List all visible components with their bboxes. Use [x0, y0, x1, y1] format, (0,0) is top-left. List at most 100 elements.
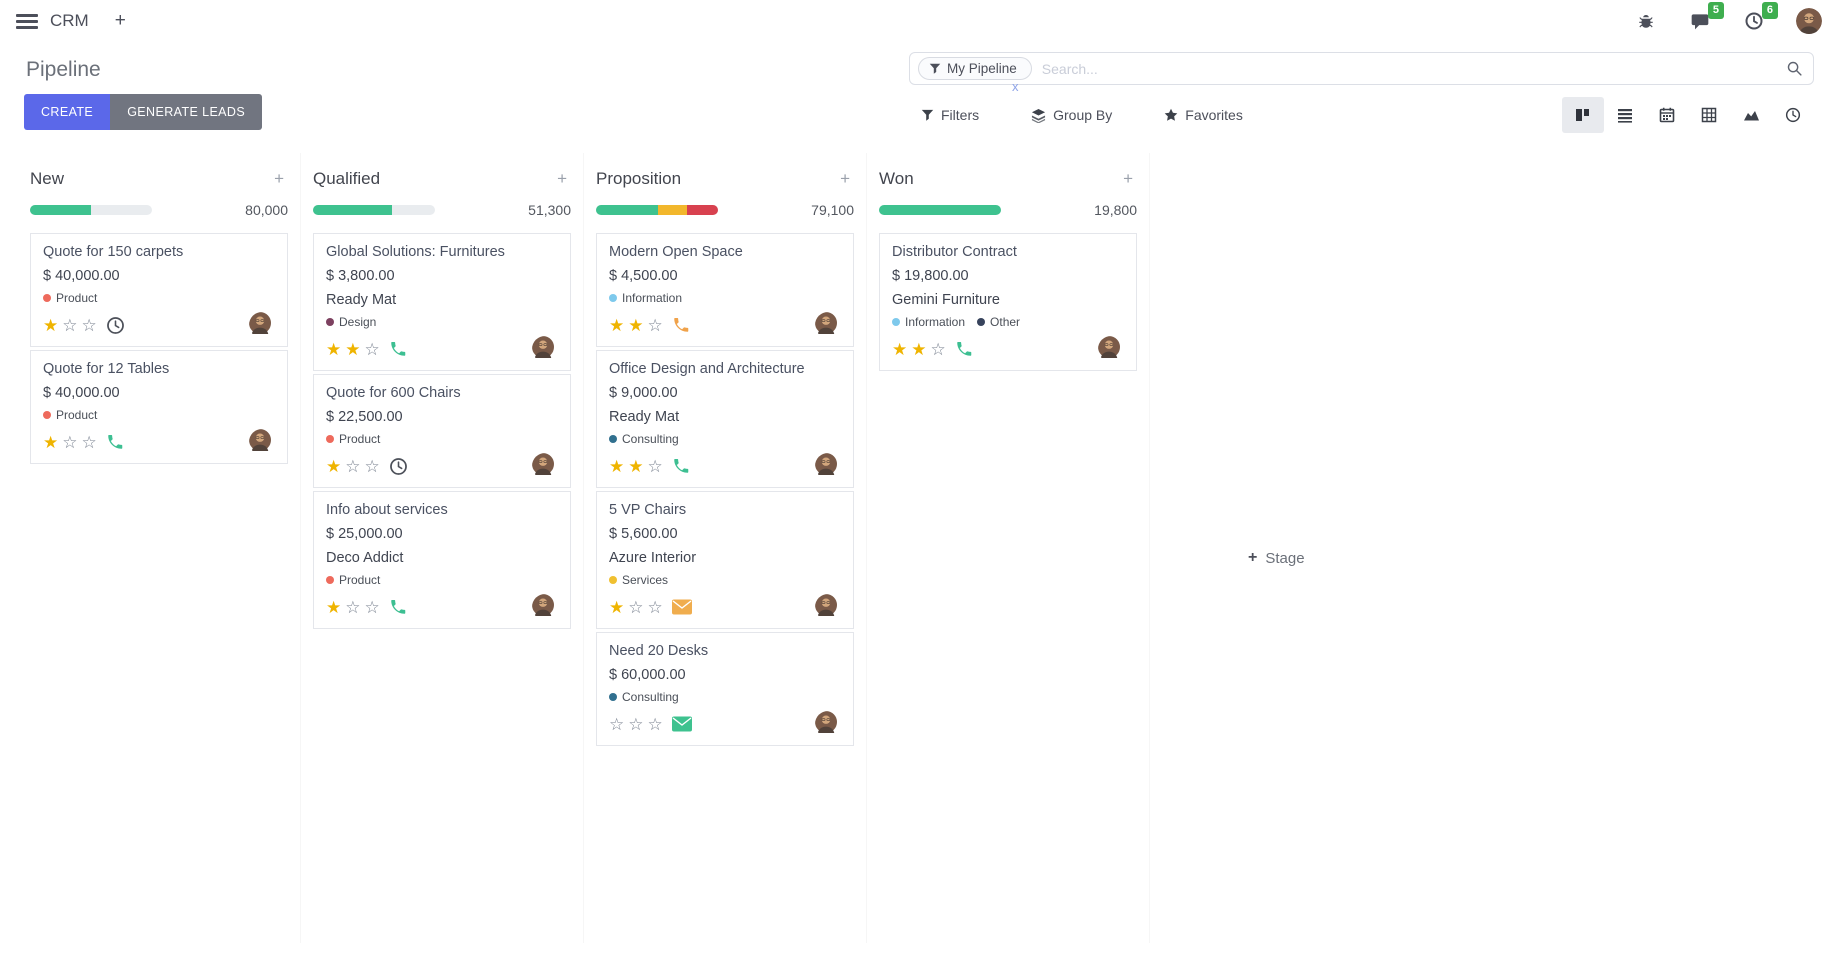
star-filled-icon[interactable]: ★: [609, 456, 625, 476]
opportunity-card[interactable]: 5 VP Chairs $ 5,600.00 Azure Interior Se…: [596, 491, 854, 629]
column-progressbar[interactable]: [313, 205, 435, 215]
add-stage-button[interactable]: + Stage: [1248, 153, 1305, 943]
star-filled-icon[interactable]: ★: [628, 456, 644, 476]
view-calendar-button[interactable]: [1646, 97, 1688, 133]
phone-activity-icon[interactable]: [672, 457, 690, 475]
star-empty-icon[interactable]: ☆: [647, 456, 663, 476]
star-empty-icon[interactable]: ☆: [628, 714, 644, 734]
column-quick-add-icon[interactable]: +: [1123, 169, 1133, 188]
card-salesperson-avatar[interactable]: [815, 594, 841, 620]
column-progressbar[interactable]: [596, 205, 718, 215]
star-empty-icon[interactable]: ☆: [81, 432, 97, 452]
phone-activity-icon[interactable]: [955, 340, 973, 358]
star-empty-icon[interactable]: ☆: [628, 597, 644, 617]
clock-activity-icon[interactable]: [389, 457, 408, 476]
card-salesperson-avatar[interactable]: [532, 453, 558, 479]
user-avatar[interactable]: [1796, 8, 1822, 34]
star-filled-icon[interactable]: ★: [326, 339, 342, 359]
star-filled-icon[interactable]: ★: [911, 339, 927, 359]
generate-leads-button[interactable]: GENERATE LEADS: [110, 94, 263, 130]
card-salesperson-avatar[interactable]: [1098, 336, 1124, 362]
clock-activity-icon[interactable]: [106, 316, 125, 335]
card-priority-stars[interactable]: ★ ☆ ☆: [43, 317, 97, 334]
debug-bug-icon[interactable]: [1634, 9, 1658, 33]
star-filled-icon[interactable]: ★: [43, 432, 59, 452]
card-priority-stars[interactable]: ★ ★ ☆: [892, 341, 946, 358]
card-priority-stars[interactable]: ★ ★ ☆: [609, 458, 663, 475]
phone-activity-icon[interactable]: [389, 598, 407, 616]
star-empty-icon[interactable]: ☆: [647, 714, 663, 734]
messages-icon[interactable]: 5: [1688, 2, 1724, 33]
view-graph-button[interactable]: [1730, 97, 1772, 133]
progress-segment[interactable]: [879, 205, 1001, 215]
star-filled-icon[interactable]: ★: [326, 597, 342, 617]
opportunity-card[interactable]: Office Design and Architecture $ 9,000.0…: [596, 350, 854, 488]
card-priority-stars[interactable]: ★ ☆ ☆: [43, 434, 97, 451]
star-filled-icon[interactable]: ★: [345, 339, 361, 359]
star-empty-icon[interactable]: ☆: [62, 432, 78, 452]
card-priority-stars[interactable]: ★ ☆ ☆: [326, 599, 380, 616]
opportunity-card[interactable]: Modern Open Space $ 4,500.00 Information…: [596, 233, 854, 347]
star-empty-icon[interactable]: ☆: [609, 714, 625, 734]
card-salesperson-avatar[interactable]: [815, 453, 841, 479]
app-name[interactable]: CRM: [50, 11, 89, 30]
progress-segment[interactable]: [313, 205, 393, 215]
column-progressbar[interactable]: [30, 205, 152, 215]
opportunity-card[interactable]: Distributor Contract $ 19,800.00 Gemini …: [879, 233, 1137, 371]
phone-activity-icon[interactable]: [106, 433, 124, 451]
view-activity-button[interactable]: [1772, 97, 1814, 133]
star-empty-icon[interactable]: ☆: [364, 456, 380, 476]
star-filled-icon[interactable]: ★: [628, 315, 644, 335]
search-facet-my-pipeline[interactable]: My Pipeline: [918, 57, 1032, 80]
apps-menu-icon[interactable]: [16, 13, 38, 29]
card-salesperson-avatar[interactable]: [532, 336, 558, 362]
new-tab-plus-icon[interactable]: +: [114, 10, 126, 31]
star-empty-icon[interactable]: ☆: [647, 315, 663, 335]
filters-menu[interactable]: Filters: [921, 107, 979, 123]
view-list-button[interactable]: [1604, 97, 1646, 133]
star-empty-icon[interactable]: ☆: [364, 597, 380, 617]
star-empty-icon[interactable]: ☆: [647, 597, 663, 617]
progress-segment[interactable]: [30, 205, 91, 215]
opportunity-card[interactable]: Need 20 Desks $ 60,000.00 Consulting ☆ ☆ ☆: [596, 632, 854, 746]
opportunity-card[interactable]: Quote for 12 Tables $ 40,000.00 Product …: [30, 350, 288, 464]
search-bar[interactable]: My Pipeline x: [909, 52, 1814, 94]
activities-clock-icon[interactable]: 6: [1742, 2, 1778, 33]
card-salesperson-avatar[interactable]: [249, 312, 275, 338]
envelope-activity-icon[interactable]: [671, 599, 692, 615]
progress-segment[interactable]: [658, 205, 688, 215]
star-empty-icon[interactable]: ☆: [81, 315, 97, 335]
column-quick-add-icon[interactable]: +: [557, 169, 567, 188]
opportunity-card[interactable]: Quote for 150 carpets $ 40,000.00 Produc…: [30, 233, 288, 347]
star-empty-icon[interactable]: ☆: [345, 456, 361, 476]
progress-segment[interactable]: [596, 205, 659, 215]
phone-activity-icon[interactable]: [672, 316, 690, 334]
create-button[interactable]: CREATE: [24, 94, 111, 130]
phone-activity-icon[interactable]: [389, 340, 407, 358]
opportunity-card[interactable]: Info about services $ 25,000.00 Deco Add…: [313, 491, 571, 629]
view-pivot-button[interactable]: [1688, 97, 1730, 133]
star-filled-icon[interactable]: ★: [609, 315, 625, 335]
star-filled-icon[interactable]: ★: [326, 456, 342, 476]
card-priority-stars[interactable]: ★ ☆ ☆: [326, 458, 380, 475]
column-quick-add-icon[interactable]: +: [840, 169, 850, 188]
card-priority-stars[interactable]: ☆ ☆ ☆: [609, 716, 663, 733]
card-salesperson-avatar[interactable]: [249, 429, 275, 455]
star-empty-icon[interactable]: ☆: [930, 339, 946, 359]
card-salesperson-avatar[interactable]: [815, 711, 841, 737]
card-priority-stars[interactable]: ★ ☆ ☆: [609, 599, 663, 616]
opportunity-card[interactable]: Global Solutions: Furnitures $ 3,800.00 …: [313, 233, 571, 371]
search-input[interactable]: [1039, 59, 1786, 78]
star-empty-icon[interactable]: ☆: [364, 339, 380, 359]
opportunity-card[interactable]: Quote for 600 Chairs $ 22,500.00 Product…: [313, 374, 571, 488]
star-empty-icon[interactable]: ☆: [62, 315, 78, 335]
card-salesperson-avatar[interactable]: [815, 312, 841, 338]
progress-segment[interactable]: [687, 205, 718, 215]
view-kanban-button[interactable]: [1562, 97, 1604, 133]
card-salesperson-avatar[interactable]: [532, 594, 558, 620]
envelope-activity-icon[interactable]: [671, 716, 692, 732]
column-progressbar[interactable]: [879, 205, 1001, 215]
star-filled-icon[interactable]: ★: [43, 315, 59, 335]
column-quick-add-icon[interactable]: +: [274, 169, 284, 188]
star-empty-icon[interactable]: ☆: [345, 597, 361, 617]
